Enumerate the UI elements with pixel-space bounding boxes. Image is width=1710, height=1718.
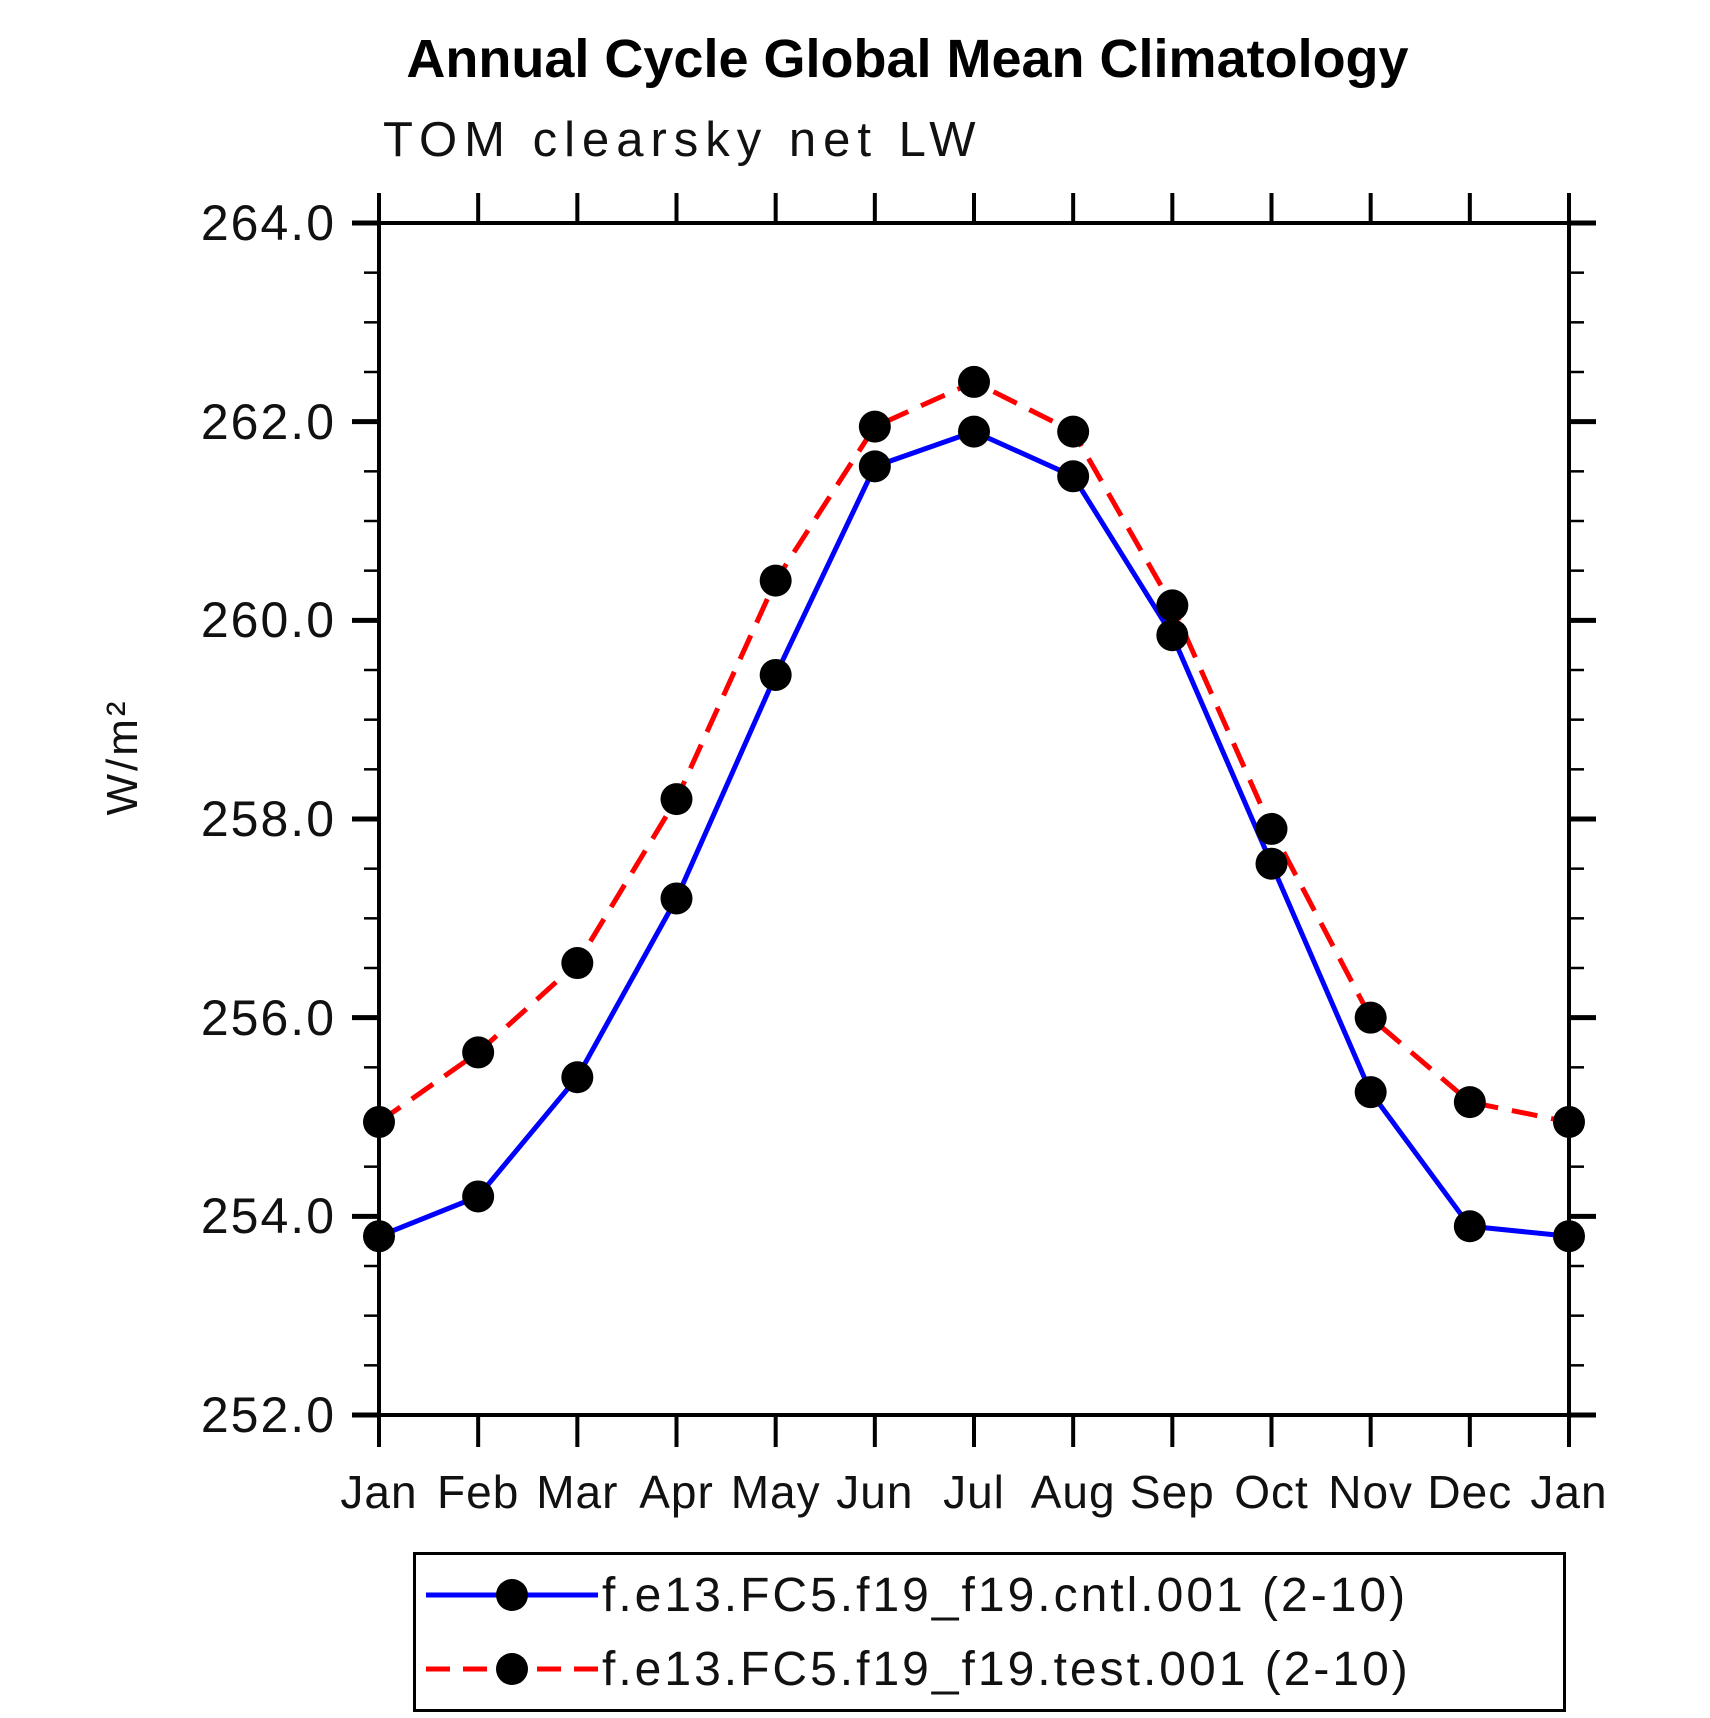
y-tick-label: 264.0: [200, 195, 336, 251]
x-tick-label: Mar: [536, 1466, 619, 1518]
chart-subtitle: TOM clearsky net LW: [383, 113, 983, 167]
y-tick-label: 258.0: [200, 791, 336, 847]
y-tick-label: 260.0: [200, 592, 336, 649]
data-point-marker: [1255, 847, 1288, 880]
legend-marker-dot: [496, 1579, 528, 1611]
data-point-marker: [561, 1061, 594, 1094]
data-point-marker: [462, 1180, 495, 1213]
legend-marker-dot: [496, 1653, 528, 1685]
data-point-marker: [1057, 460, 1090, 493]
data-point-marker: [660, 882, 693, 915]
legend-label-test: f.e13.FC5.f19_f19.test.001 (2-10): [602, 1642, 1411, 1696]
y-tick-label: 252.0: [200, 1387, 336, 1443]
data-point-marker: [1553, 1220, 1585, 1253]
data-point-marker: [363, 1105, 395, 1138]
legend-sample-cntl-line: [426, 1579, 598, 1611]
data-point-marker: [1453, 1086, 1486, 1119]
x-tick-label: Jan: [1530, 1466, 1608, 1518]
legend-sample-test-line: [426, 1653, 598, 1685]
data-point-marker: [561, 947, 594, 980]
x-tick-label: Oct: [1234, 1466, 1309, 1518]
x-tick-label: Jun: [836, 1466, 914, 1518]
data-point-marker: [858, 450, 891, 483]
data-point-marker: [462, 1036, 495, 1069]
data-point-marker: [1255, 812, 1288, 845]
x-tick-label: Dec: [1427, 1466, 1513, 1518]
data-point-marker: [1057, 415, 1090, 448]
data-point-marker: [363, 1220, 395, 1253]
x-tick-label: Apr: [639, 1466, 714, 1518]
x-tick-label: Sep: [1129, 1466, 1215, 1518]
x-tick-label: Jul: [943, 1466, 1005, 1518]
chart-title: Annual Cycle Global Mean Climatology: [406, 29, 1409, 89]
data-point-marker: [1354, 1076, 1387, 1109]
legend-row-cntl: f.e13.FC5.f19_f19.cntl.001 (2-10): [416, 1558, 1563, 1632]
data-point-marker: [1156, 619, 1189, 652]
cntl-series-line: [378, 429, 1570, 1239]
plot-frame: [377, 221, 1571, 1417]
legend: f.e13.FC5.f19_f19.cntl.001 (2-10) f.e13.…: [413, 1552, 1566, 1712]
test-series-line: [377, 379, 1570, 1125]
data-point-marker: [660, 783, 693, 816]
legend-label-cntl: f.e13.FC5.f19_f19.cntl.001 (2-10): [602, 1568, 1409, 1622]
data-point-marker: [1156, 589, 1189, 622]
data-point-marker: [1553, 1105, 1585, 1138]
y-tick-label: 254.0: [200, 1188, 336, 1245]
data-point-marker: [1453, 1210, 1486, 1243]
x-tick-label: Jan: [340, 1466, 418, 1518]
data-point-marker: [858, 410, 891, 443]
y-tick-label: 262.0: [200, 393, 336, 450]
x-tick-label: Nov: [1328, 1466, 1414, 1518]
data-point-marker: [759, 564, 792, 597]
y-tick-label: 256.0: [200, 989, 336, 1046]
x-tick-label: May: [730, 1466, 821, 1518]
data-point-marker: [1354, 1001, 1387, 1034]
x-tick-label: Feb: [437, 1466, 520, 1518]
legend-row-test: f.e13.FC5.f19_f19.test.001 (2-10): [416, 1632, 1563, 1706]
x-tick-label: Aug: [1030, 1466, 1116, 1518]
data-point-marker: [759, 658, 792, 691]
data-point-marker: [958, 365, 990, 398]
data-point-marker: [958, 415, 990, 448]
